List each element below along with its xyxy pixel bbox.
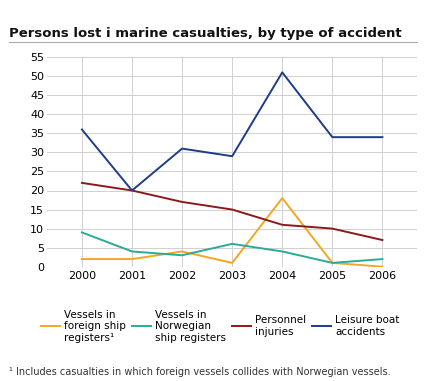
Text: ¹ Includes casualties in which foreign vessels collides with Norwegian vessels.: ¹ Includes casualties in which foreign v… — [9, 367, 390, 377]
Text: Persons lost i marine casualties, by type of accident: Persons lost i marine casualties, by typ… — [9, 27, 401, 40]
Legend: Vessels in
foreign ship
registers¹, Vessels in
Norwegian
ship registers, Personn: Vessels in foreign ship registers¹, Vess… — [41, 310, 400, 343]
